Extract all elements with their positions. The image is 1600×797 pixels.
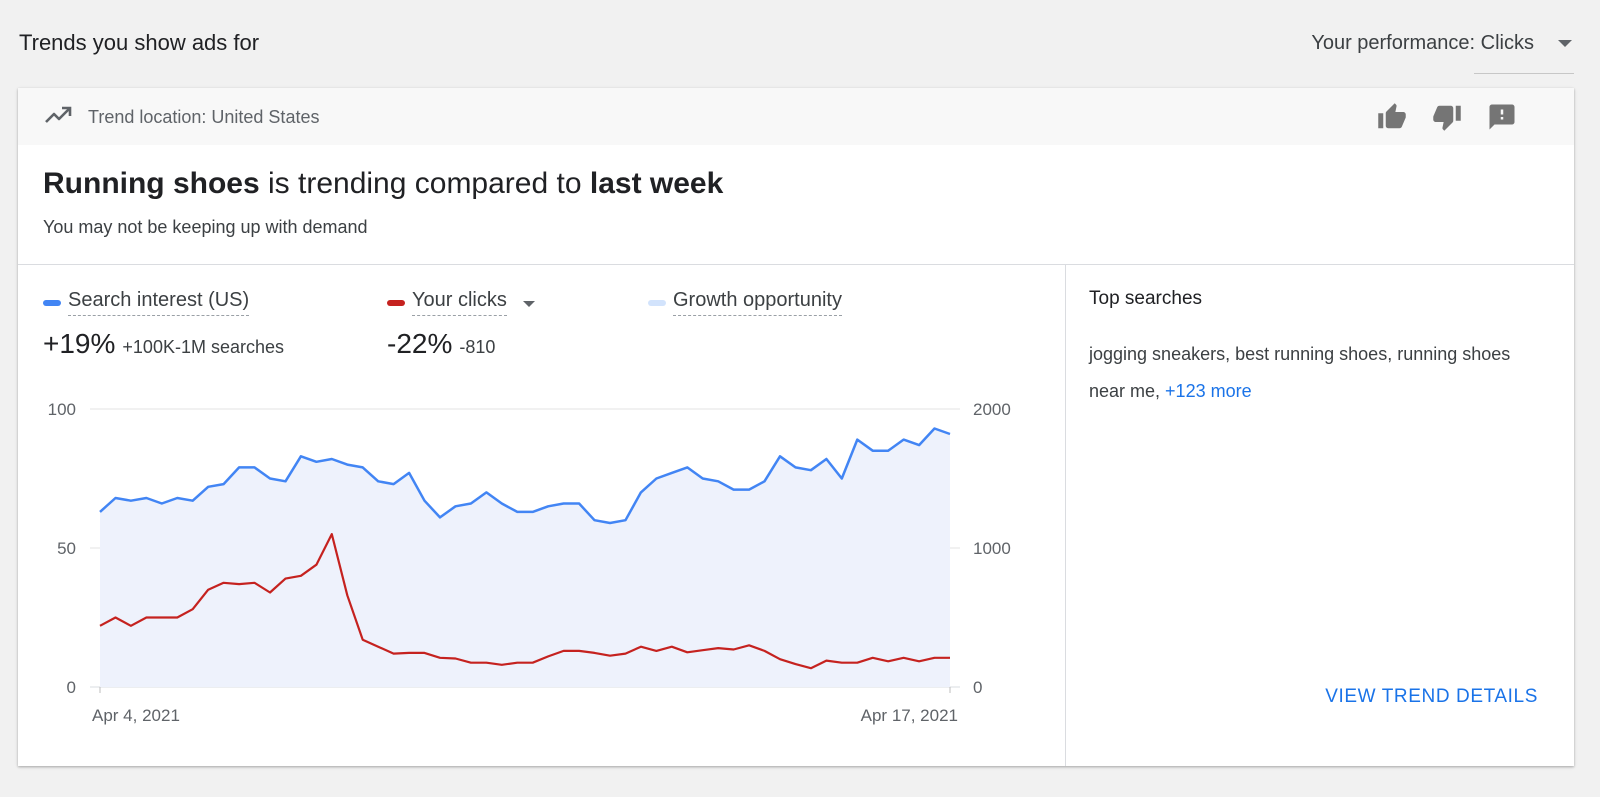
x-axis-start-label: Apr 4, 2021 — [92, 706, 180, 725]
right-axis-tick-label: 0 — [973, 678, 982, 697]
right-axis-tick-label: 2000 — [973, 400, 1011, 419]
legend-label-search: Search interest (US) — [68, 289, 250, 316]
trending-up-icon — [45, 106, 72, 123]
metric-search-interest: +19% +100K-1M searches — [43, 328, 284, 360]
legend-your-clicks[interactable]: Your clicks — [387, 289, 535, 316]
your-clicks-line — [99, 533, 950, 670]
metric-search-value: +19% — [43, 328, 116, 359]
search-interest-line — [99, 427, 951, 525]
left-axis-tick-label: 100 — [48, 400, 76, 419]
legend-swatch-search — [43, 299, 61, 306]
legend-label-clicks: Your clicks — [412, 289, 507, 316]
metric-clicks: -22% -810 — [387, 328, 495, 360]
thumb-up-icon[interactable] — [1376, 102, 1408, 132]
legend-swatch-clicks — [387, 299, 405, 306]
x-axis-end-label: Apr 17, 2021 — [861, 706, 958, 725]
trend-term: Running shoes — [43, 167, 260, 200]
performance-select-label: Your performance: Clicks — [1311, 32, 1534, 54]
view-trend-details-button[interactable]: VIEW TREND DETAILS — [1325, 686, 1538, 707]
performance-select[interactable]: Your performance: Clicks — [1311, 32, 1572, 55]
more-searches-link[interactable]: +123 more — [1165, 381, 1252, 401]
trend-headline-middle: is trending compared to — [259, 167, 590, 200]
thumb-down-icon[interactable] — [1431, 102, 1463, 132]
legend-swatch-growth — [648, 299, 666, 306]
section-divider — [18, 264, 1574, 265]
left-axis-tick-label: 0 — [67, 678, 76, 697]
trend-card: Trend location: United States Running sh… — [18, 88, 1574, 766]
top-searches-title: Top searches — [1089, 288, 1203, 309]
clicks-dropdown-icon[interactable] — [522, 300, 535, 307]
column-divider — [1065, 264, 1066, 766]
trend-period: last week — [589, 167, 724, 200]
top-searches-terms: jogging sneakers, best running shoes, ru… — [1089, 344, 1511, 401]
trend-subline: You may not be keeping up with demand — [43, 217, 368, 237]
left-axis-tick-label: 50 — [57, 539, 76, 558]
right-axis-tick-label: 1000 — [973, 539, 1011, 558]
metric-clicks-detail: -810 — [459, 337, 496, 357]
growth-opportunity-area — [100, 428, 950, 687]
performance-select-underline — [1474, 73, 1574, 74]
metric-clicks-value: -22% — [387, 328, 453, 359]
trend-chart: 100 2000 50 1000 0 0 Apr 4, 2021 Apr 17, 2021 — [48, 400, 1011, 725]
page-title: Trends you show ads for — [19, 30, 260, 55]
trend-headline: Running shoes is trending compared to la… — [43, 167, 723, 201]
feedback-icon[interactable] — [1486, 102, 1518, 132]
trend-location: Trend location: United States — [88, 107, 320, 127]
metric-search-detail: +100K-1M searches — [122, 337, 284, 357]
legend-search-interest[interactable]: Search interest (US) — [43, 289, 250, 316]
legend-growth-opportunity[interactable]: Growth opportunity — [648, 289, 842, 316]
legend-label-growth: Growth opportunity — [673, 289, 842, 316]
caret-down-icon — [1558, 40, 1572, 47]
card-header: Trend location: United States — [18, 88, 1574, 145]
top-searches-list: jogging sneakers, best running shoes, ru… — [1089, 336, 1529, 410]
